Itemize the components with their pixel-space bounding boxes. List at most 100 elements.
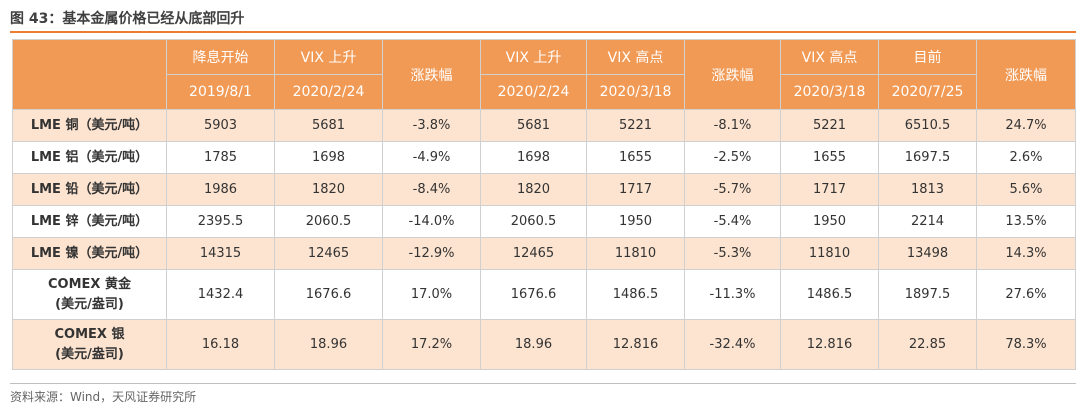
table-cell: -8.4% (382, 173, 481, 206)
table-cell: 12.816 (586, 319, 685, 370)
table-row: LME 镍（美元/吨） 14315 12465 -12.9% 12465 11810 -5.… (12, 237, 1076, 270)
table-cell: 17.2% (382, 319, 481, 370)
table-cell: 12465 (480, 237, 587, 270)
table-row: COMEX 黄金 (美元/盎司) 1432.4 1676.6 17.0% 1676.6 14… (12, 269, 1076, 320)
header-row-2: 2019/8/1 2020/2/24 2020/2/24 2020/3/18 2… (13, 74, 1076, 110)
table-cell: 5221 (586, 109, 685, 142)
header-date-cell: 2019/8/1 (166, 74, 275, 110)
table-cell: 1950 (586, 205, 685, 238)
metals-price-table: 降息开始 VIX 上升 涨跌幅 VIX 上升 VIX 高点 涨跌幅 VIX 高点… (12, 39, 1076, 370)
table-cell: 1820 (480, 173, 587, 206)
row-label-line: COMEX 黄金 (48, 276, 131, 292)
header-cell: 降息开始 (166, 39, 275, 75)
title-divider (10, 31, 1076, 33)
header-date-cell: 2020/7/25 (878, 74, 977, 110)
table-cell: -5.7% (684, 173, 781, 206)
header-change-cell: 涨跌幅 (684, 39, 781, 110)
table-cell: 1717 (586, 173, 685, 206)
table-cell: 24.7% (976, 109, 1076, 142)
row-label: LME 铝（美元/吨） (12, 141, 167, 174)
header-cell: VIX 上升 (480, 39, 587, 75)
header-corner (12, 39, 167, 110)
table-cell: -11.3% (684, 269, 781, 320)
header-date-cell: 2020/2/24 (480, 74, 587, 110)
table-cell: 14315 (166, 237, 275, 270)
table-cell: 1697.5 (878, 141, 977, 174)
table-cell: 78.3% (976, 319, 1076, 370)
row-label: COMEX 银 (美元/盎司) (12, 319, 167, 370)
header-cell: VIX 上升 (274, 39, 383, 75)
row-label-unit: (美元/盎司) (55, 346, 124, 362)
table-cell: 5681 (274, 109, 383, 142)
table-cell: 1432.4 (166, 269, 275, 320)
table-cell: -12.9% (382, 237, 481, 270)
header-row-1: 降息开始 VIX 上升 涨跌幅 VIX 上升 VIX 高点 涨跌幅 VIX 高点… (12, 39, 1076, 110)
table-row: LME 锌（美元/吨） 2395.5 2060.5 -14.0% 2060.5 1950-… (12, 205, 1076, 238)
table-cell: 5.6% (976, 173, 1076, 206)
row-label-line: LME 镍（美元/吨） (30, 245, 149, 261)
table-cell: 1698 (480, 141, 587, 174)
table-cell: 1486.5 (586, 269, 685, 320)
row-label: LME 锌（美元/吨） (12, 205, 167, 238)
table-cell: -8.1% (684, 109, 781, 142)
table-row: LME 铝（美元/吨） 1785 1698 -4.9% 1698 1655 -2.5% 165… (12, 141, 1076, 174)
table-cell: 5221 (780, 109, 879, 142)
table-cell: 1676.6 (480, 269, 587, 320)
table-cell: 12465 (274, 237, 383, 270)
table-cell: 1486.5 (780, 269, 879, 320)
row-label-unit: (美元/盎司) (55, 296, 124, 312)
row-label-line: LME 铝（美元/吨） (30, 149, 149, 165)
table-cell: 1986 (166, 173, 275, 206)
row-label: COMEX 黄金 (美元/盎司) (12, 269, 167, 320)
table-cell: 1676.6 (274, 269, 383, 320)
table-cell: 2060.5 (274, 205, 383, 238)
table-cell: 1820 (274, 173, 383, 206)
table-cell: 13498 (878, 237, 977, 270)
table-cell: 2395.5 (166, 205, 275, 238)
header-date-cell: 2020/2/24 (274, 74, 383, 110)
table-cell: 1897.5 (878, 269, 977, 320)
table-cell: 17.0% (382, 269, 481, 320)
table-cell: 12.816 (780, 319, 879, 370)
table-cell: 11810 (586, 237, 685, 270)
table-cell: 1698 (274, 141, 383, 174)
table-cell: 2.6% (976, 141, 1076, 174)
table-cell: 5681 (480, 109, 587, 142)
figure-title: 图 43：基本金属价格已经从底部回升 (10, 11, 245, 27)
table-cell: 5903 (166, 109, 275, 142)
row-label-line: LME 铅（美元/吨） (30, 181, 149, 197)
table-cell: -32.4% (684, 319, 781, 370)
row-label-line: LME 铜（美元/吨） (30, 117, 149, 133)
table-cell: -14.0% (382, 205, 481, 238)
table-cell: 22.85 (878, 319, 977, 370)
table-cell: 2214 (878, 205, 977, 238)
header-change-cell: 涨跌幅 (976, 39, 1076, 110)
source-note: 资料来源：Wind，天风证券研究所 (10, 390, 197, 404)
row-label: LME 镍（美元/吨） (12, 237, 167, 270)
row-label: LME 铅（美元/吨） (12, 173, 167, 206)
table-cell: 1655 (780, 141, 879, 174)
header-change-cell: 涨跌幅 (382, 39, 481, 110)
header-cell: VIX 高点 (586, 39, 685, 75)
row-label: LME 铜（美元/吨） (12, 109, 167, 142)
table-cell: 27.6% (976, 269, 1076, 320)
table-row: LME 铜（美元/吨） 5903 5681 -3.8% 5681 5221 -8.1% 522… (12, 109, 1076, 142)
header-cell: 目前 (878, 39, 977, 75)
table-cell: 14.3% (976, 237, 1076, 270)
table-row: COMEX 银 (美元/盎司) 16.18 18.96 17.2% 18.96 12.816… (12, 319, 1076, 370)
table-cell: 18.96 (480, 319, 587, 370)
row-label-line: LME 锌（美元/吨） (30, 213, 149, 229)
table-cell: 13.5% (976, 205, 1076, 238)
header-cell: VIX 高点 (780, 39, 879, 75)
header-date-cell: 2020/3/18 (586, 74, 685, 110)
source-divider (10, 383, 1076, 384)
table-cell: 11810 (780, 237, 879, 270)
table-cell: 1950 (780, 205, 879, 238)
table-cell: 6510.5 (878, 109, 977, 142)
table-cell: -4.9% (382, 141, 481, 174)
table-cell: -3.8% (382, 109, 481, 142)
table-cell: -5.4% (684, 205, 781, 238)
table-row: LME 铅（美元/吨） 1986 1820 -8.4% 1820 1717 -5.7% 171… (12, 173, 1076, 206)
row-label-line: COMEX 银 (54, 326, 125, 342)
table-cell: -2.5% (684, 141, 781, 174)
